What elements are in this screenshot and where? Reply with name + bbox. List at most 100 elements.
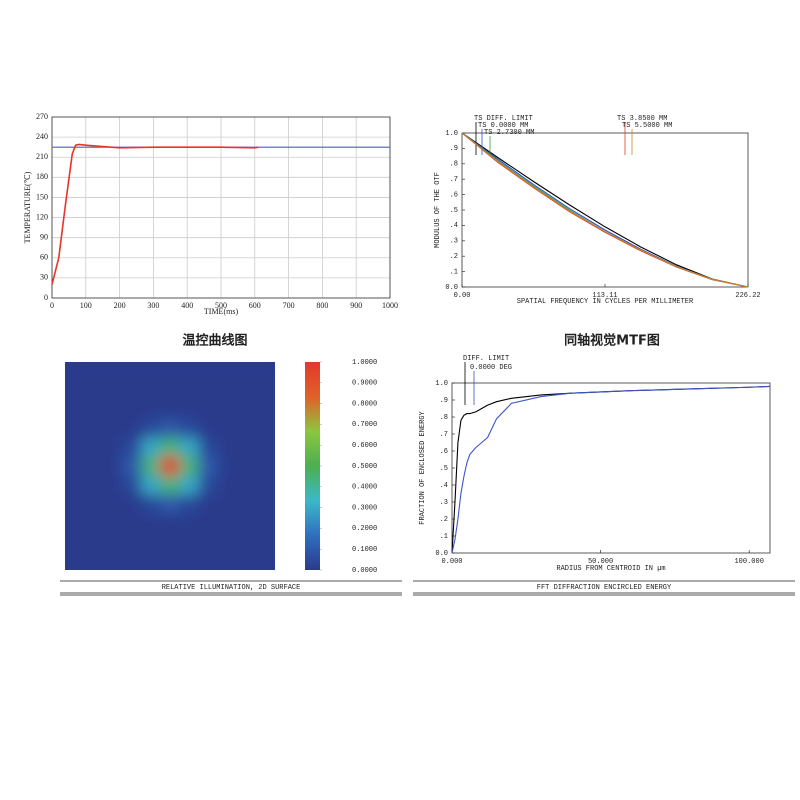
heatmap-cell — [122, 551, 142, 570]
y-tick-label: 0.0 — [435, 550, 448, 558]
colorbar-label: 0.5000 — [352, 463, 377, 471]
heatmap-cell — [198, 551, 219, 570]
heatmap-cell — [217, 437, 238, 458]
heatmap-cell — [198, 532, 219, 552]
heatmap-cell — [217, 456, 238, 476]
heatmap-cell — [217, 362, 238, 382]
heatmap-cell — [255, 380, 275, 401]
heatmap-cell — [84, 380, 104, 401]
heatmap-cell — [84, 551, 104, 570]
y-tick-label: .1 — [450, 268, 458, 276]
plot-frame — [451, 382, 771, 554]
heatmap-cell — [122, 437, 142, 458]
heatmap-cell — [236, 362, 257, 382]
series-line — [451, 385, 771, 554]
heatmap-cell — [65, 513, 85, 533]
heatmap-cell — [141, 399, 161, 420]
heatmap-cell — [236, 532, 257, 552]
heatmap-cell — [198, 418, 219, 439]
y-tick-label: .5 — [440, 465, 448, 473]
colorbar-label: 0.3000 — [352, 504, 377, 512]
heatmap-cells — [65, 362, 275, 570]
x-tick-label: 500 — [215, 301, 227, 310]
heatmap-cell — [103, 362, 123, 382]
heatmap-cell — [160, 494, 181, 514]
legend-label: 0.0000 DEG — [470, 364, 512, 372]
y-tick-label: .2 — [450, 253, 458, 261]
heatmap-cell — [141, 475, 161, 495]
y-tick-label: .6 — [450, 191, 458, 199]
heatmap-cell — [103, 494, 123, 514]
heatmap-cell — [84, 437, 104, 458]
plot-frame — [461, 132, 749, 288]
y-tick-label: .7 — [440, 431, 448, 439]
heatmap-cell — [84, 513, 104, 533]
x-tick-label: 1000 — [382, 301, 398, 310]
heatmap-cell — [236, 418, 257, 439]
heatmap-cell — [141, 380, 161, 401]
colorbar-label: 0.9000 — [352, 380, 377, 388]
heatmap-cell — [122, 418, 142, 439]
heatmap-cell — [65, 399, 85, 420]
heatmap-cell — [122, 494, 142, 514]
y-tick-label: 180 — [36, 172, 48, 181]
x-tick-label: 400 — [181, 301, 193, 310]
heatmap-cell — [160, 437, 181, 458]
legend-label: TS 0.0000 MM — [478, 122, 528, 130]
heatmap-cell — [84, 475, 104, 495]
heatmap-cell — [103, 418, 123, 439]
heatmap-cell — [160, 532, 181, 552]
y-tick-label: 60 — [40, 253, 48, 262]
y-tick-label: 90 — [40, 232, 48, 241]
heatmap-cell — [122, 513, 142, 533]
legend-label: TS 2.7300 MM — [484, 129, 534, 137]
y-tick-label: .5 — [450, 207, 458, 215]
heatmap-cell — [65, 475, 85, 495]
heatmap-cell — [141, 513, 161, 533]
heatmap-cell — [179, 456, 200, 476]
x-axis-label: TIME(ms) — [204, 307, 239, 316]
x-axis-label: RADIUS FROM CENTROID IN µm — [556, 565, 665, 573]
heatmap-cell — [179, 437, 200, 458]
heatmap-cell — [160, 456, 181, 476]
heatmap-cell — [103, 532, 123, 552]
heatmap-cell — [198, 475, 219, 495]
colorbar-label: 0.0000 — [352, 567, 377, 575]
colorbar-label: 0.8000 — [352, 400, 377, 408]
heatmap-cell — [255, 418, 275, 439]
heatmap-cell — [160, 380, 181, 401]
heatmap-cell — [236, 551, 257, 570]
chart-caption: 同轴视觉MTF图 — [564, 333, 660, 349]
heatmap-cell — [103, 551, 123, 570]
colorbar-label: 0.7000 — [352, 421, 377, 429]
heatmap-cell — [217, 532, 238, 552]
y-tick-label: 240 — [36, 132, 48, 141]
y-tick-label: .2 — [440, 516, 448, 524]
heatmap-cell — [141, 456, 161, 476]
heatmap-cell — [198, 362, 219, 382]
plot-frame — [51, 116, 391, 299]
heatmap-cell — [179, 399, 200, 420]
y-axis-label: FRACTION OF ENCLOSED ENERGY — [419, 410, 427, 524]
y-tick-label: 1.0 — [435, 380, 448, 388]
heatmap-cell — [198, 456, 219, 476]
series-line — [51, 143, 259, 285]
heatmap-cell — [160, 399, 181, 420]
heatmap-cell — [122, 399, 142, 420]
heatmap-cell — [236, 456, 257, 476]
y-tick-label: .3 — [440, 499, 448, 507]
x-tick-label: 800 — [316, 301, 328, 310]
heatmap-cell — [103, 475, 123, 495]
heatmap-cell — [179, 494, 200, 514]
x-tick-label: 900 — [350, 301, 362, 310]
heatmap-cell — [141, 551, 161, 570]
heatmap-cell — [179, 532, 200, 552]
chart-footer: FFT DIFFRACTION ENCIRCLED ENERGY — [537, 584, 672, 592]
y-tick-label: 210 — [36, 152, 48, 161]
heatmap-cell — [217, 380, 238, 401]
heatmap-cell — [141, 418, 161, 439]
heatmap-cell — [179, 551, 200, 570]
heatmap-cell — [217, 399, 238, 420]
heatmap-cell — [84, 362, 104, 382]
